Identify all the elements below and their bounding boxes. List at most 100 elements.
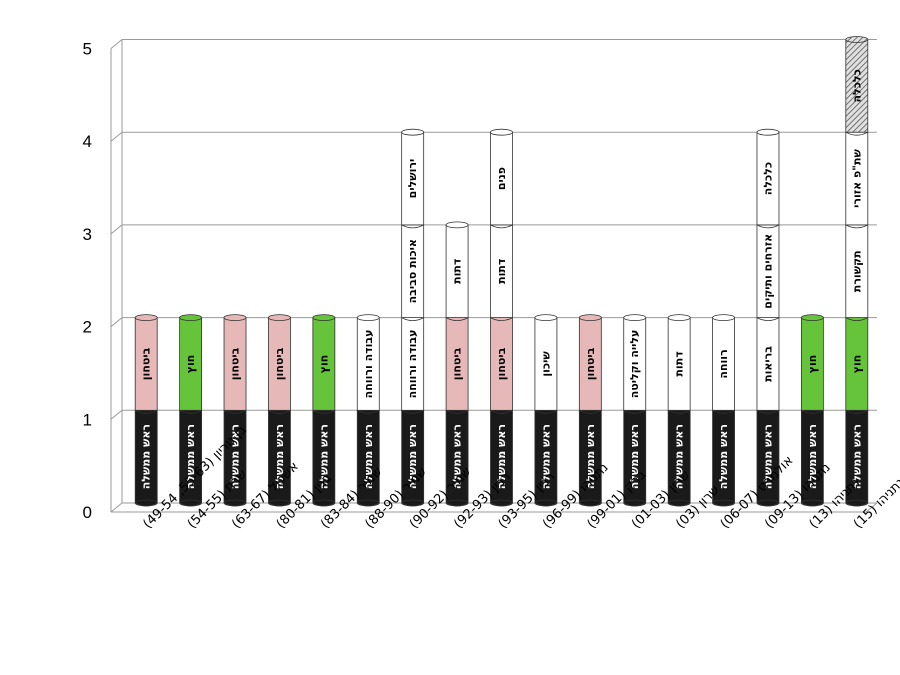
segment-label: ראש ממשלה [406, 424, 419, 489]
segment-divider [712, 409, 735, 414]
segment-divider [268, 409, 291, 414]
segment-divider [223, 502, 247, 507]
segment-divider [579, 502, 602, 507]
segment-divider [312, 502, 336, 507]
segment-label: ראש ממשלה [806, 424, 819, 489]
segment-label: ראש ממשלה [673, 424, 686, 489]
segment-label: ראש ממשלה [628, 424, 641, 489]
bar-cap [223, 314, 247, 322]
segment-divider [490, 502, 513, 507]
bar-stack: ראש ממשלה דתות [667, 314, 691, 507]
gridline-connector [110, 409, 123, 420]
segment-label: ראש ממשלה [584, 424, 597, 489]
segment-divider [801, 502, 824, 507]
segment-label: דתות [673, 351, 686, 376]
bar-base [756, 499, 780, 507]
segment-label: ביטחון [229, 347, 242, 380]
bar-cap [356, 314, 380, 322]
segment-label: פנים [495, 167, 508, 190]
y-tick-label: 2 [83, 318, 92, 337]
segment-divider [401, 317, 424, 321]
bar-base [712, 499, 735, 507]
segment-divider [401, 224, 424, 229]
bar-base [401, 499, 425, 507]
segment-divider [401, 409, 424, 414]
segment-divider [490, 224, 513, 229]
segment-divider [845, 224, 868, 229]
bar-base [356, 499, 380, 507]
bar-base [134, 499, 158, 507]
bar-stack: ראש ממשלה ביטחון [268, 314, 291, 507]
segment-divider [667, 409, 691, 414]
segment-label: חוץ [806, 355, 819, 374]
segment-label: דתות [495, 259, 508, 284]
segment-divider [712, 502, 735, 507]
y-tick-label: 4 [83, 132, 92, 151]
segment-label: אזרחים ותיקים [761, 234, 774, 309]
segment-label: עבודה ורווחה [362, 330, 375, 399]
segment-divider [135, 409, 158, 414]
bar-stack: ראש ממשלה רווחה [712, 314, 735, 507]
segment-divider [179, 409, 202, 414]
bar-stack: ראש ממשלה ביטחון דתות [445, 221, 469, 507]
bar-stack: ראש ממשלה עבודה ורווחה איכות סביבה ירושלים [401, 128, 425, 507]
segment-divider [312, 409, 336, 414]
y-tick-label: 3 [83, 225, 92, 244]
segment-label: ראש ממשלה [184, 424, 197, 489]
bar-cap [312, 314, 336, 322]
segment-divider [490, 317, 513, 321]
segment-divider [845, 131, 868, 136]
segment-divider [445, 409, 469, 414]
axes [110, 39, 878, 513]
segment-label: חוץ [850, 355, 863, 374]
segment-divider [756, 224, 780, 229]
y-tick-label: 1 [83, 410, 92, 429]
bar-cap [268, 314, 291, 322]
bar-stack: ראש ממשלה ביטחון דתות פנים [490, 128, 513, 507]
bar-cap [534, 314, 558, 322]
segment-divider [534, 409, 558, 414]
bar-base [667, 499, 691, 507]
bar-stack: ראש ממשלה חוץ תקשורת שת"פ אזורי כלכלה [845, 36, 869, 507]
bar-base [845, 499, 869, 507]
segment-divider [357, 409, 380, 414]
segment-label: ביטחון [451, 347, 464, 380]
segment-divider [756, 502, 780, 507]
bar-stack: ראש ממשלה חוץ [312, 314, 336, 507]
segment-label: ירושלים [406, 159, 419, 199]
segment-label: בריאות [761, 346, 774, 382]
floor-edge [865, 502, 878, 513]
bar-base [623, 499, 647, 507]
bar-cap [623, 314, 647, 322]
segment-divider [135, 502, 158, 507]
bar-cap [800, 314, 824, 322]
segment-divider [667, 502, 691, 507]
bar-base [490, 499, 513, 507]
bar-base [800, 499, 824, 507]
segment-divider [357, 502, 380, 507]
y-tick-label: 5 [83, 40, 92, 59]
bar-cap [179, 314, 203, 322]
segment-label: ראש ממשלה [317, 424, 330, 489]
segment-label: תקשורת [850, 250, 863, 292]
segment-label: ביטחון [495, 347, 508, 380]
segment-label: חוץ [184, 355, 197, 374]
segment-divider [534, 502, 558, 507]
bars: ראש ממשלה ביטחון ראש ממשלה חוץ ראש ממשלה ביטח… [134, 36, 869, 507]
bar-cap [667, 314, 691, 322]
bar-stack: ראש ממשלה עבודה ורווחה [356, 314, 380, 507]
segment-label: עלייה וקליטה [628, 330, 641, 399]
segment-label: ביטחון [140, 347, 153, 380]
segment-label: ביטחון [273, 347, 286, 380]
segment-divider [223, 409, 247, 414]
bar-stack: ראש ממשלה ביטחון [578, 314, 602, 507]
gridline-connector [110, 224, 123, 235]
bar-stack: ראש ממשלה עלייה וקליטה [623, 314, 647, 507]
segment-label: איכות סביבה [406, 239, 419, 303]
segment-label: ראש ממשלה [362, 424, 375, 489]
segment-label: דתות [451, 259, 464, 284]
segment-divider [268, 502, 291, 507]
segment-divider [845, 409, 868, 414]
segment-divider [179, 502, 202, 507]
bar-cap [445, 221, 469, 229]
